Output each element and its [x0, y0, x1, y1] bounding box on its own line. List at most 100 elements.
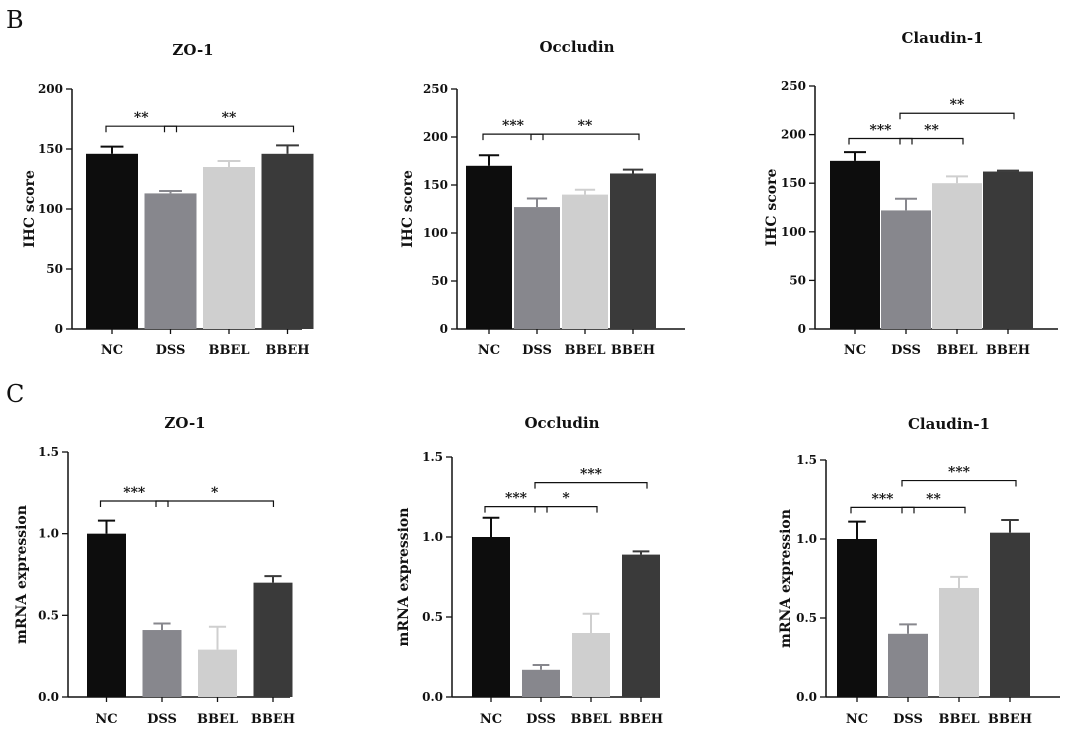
y-axis-label: IHC score: [400, 170, 416, 248]
bar-bbeh: [990, 532, 1030, 697]
category-label: BBEH: [611, 343, 655, 358]
y-tick-label: 50: [431, 274, 448, 288]
chart-title: Occludin: [539, 38, 614, 56]
y-tick-label: 150: [423, 178, 448, 192]
category-label: NC: [478, 343, 500, 358]
significance-label: ***: [870, 122, 893, 138]
y-tick-label: 1.0: [796, 532, 817, 546]
significance-label: ***: [505, 491, 528, 507]
y-axis-label: mRNA expression: [778, 509, 794, 648]
y-tick-label: 200: [423, 130, 448, 144]
chart-title: Occludin: [524, 414, 599, 432]
significance-bracket: [99, 500, 169, 507]
bar-bbel: [198, 649, 237, 697]
y-tick-label: 0.0: [796, 690, 817, 704]
category-label: BBEL: [938, 712, 979, 727]
y-tick-label: 0: [440, 322, 448, 336]
chart-1: ZO-1 IHC score 0 50 100 150 200 NC DSS BBEL BBEH **…: [22, 41, 314, 358]
bar-dss: [888, 633, 928, 697]
bar-bbel: [939, 587, 979, 697]
bar-bbeh: [261, 153, 314, 329]
chart-4: ZO-1 mRNA expression 0.0 0.5 1.0 1.5 NC DSS BBEL…: [14, 414, 295, 727]
bar-bbeh: [983, 171, 1033, 329]
category-label: DSS: [522, 343, 552, 358]
category-label: BBEH: [988, 712, 1032, 727]
significance-label: *: [211, 485, 219, 501]
y-axis-label: mRNA expression: [396, 508, 412, 647]
bar-dss: [514, 207, 560, 329]
significance-bracket: [899, 112, 1015, 120]
significance-bracket: [482, 133, 544, 141]
category-label: DSS: [891, 343, 921, 358]
y-tick-label: 200: [38, 82, 63, 96]
y-tick-label: 50: [46, 262, 63, 276]
bar-dss: [144, 193, 197, 329]
y-tick-label: 1.5: [796, 453, 817, 467]
category-label: DSS: [156, 343, 186, 358]
y-tick-label: 0.5: [38, 608, 59, 622]
chart-6: Claudin-1 mRNA expression 0.0 0.5 1.0 1.5 NC DS…: [778, 415, 1060, 727]
significance-bracket: [901, 506, 966, 514]
chart-2: Occludin IHC score 0 50 100 150 200 250 NC DSS BBE…: [400, 38, 685, 358]
category-label: BBEL: [208, 343, 249, 358]
category-label: NC: [844, 343, 866, 358]
y-tick-label: 1.0: [38, 527, 59, 541]
y-tick-label: 0: [55, 322, 63, 336]
bar-dss: [522, 669, 560, 697]
significance-label: **: [924, 122, 939, 138]
category-label: DSS: [893, 712, 923, 727]
y-tick-label: 200: [781, 128, 806, 142]
category-label: BBEL: [570, 712, 611, 727]
chart-title: Claudin-1: [901, 29, 983, 47]
y-tick-label: 250: [781, 79, 806, 93]
bar-nc: [87, 533, 126, 697]
significance-bracket: [530, 133, 640, 141]
bar-bbel: [572, 633, 610, 697]
category-label: DSS: [526, 712, 556, 727]
category-label: NC: [95, 712, 117, 727]
y-tick-label: 1.0: [422, 530, 443, 544]
significance-label: **: [134, 110, 149, 126]
bar-nc: [86, 153, 138, 329]
significance-label: **: [222, 110, 237, 126]
significance-bracket: [163, 125, 295, 133]
chart-title: ZO-1: [164, 414, 205, 432]
significance-label: **: [950, 97, 965, 113]
category-label: BBEL: [564, 343, 605, 358]
significance-bracket: [484, 506, 548, 513]
category-label: NC: [101, 343, 123, 358]
significance-bracket: [850, 506, 915, 514]
y-tick-label: 0.5: [796, 611, 817, 625]
y-tick-label: 0.5: [422, 610, 443, 624]
panel-letter-c: C: [6, 380, 24, 408]
category-label: DSS: [147, 712, 177, 727]
bar-nc: [830, 160, 880, 329]
category-label: BBEL: [197, 712, 238, 727]
significance-bracket: [534, 482, 648, 489]
panel-letter-b: B: [6, 6, 24, 34]
significance-label: *: [562, 491, 570, 507]
chart-3: Claudin-1 IHC score 0 50 100 150 200 250 NC DSS BB…: [764, 29, 1058, 358]
bar-nc: [466, 165, 512, 329]
bar-bbeh: [622, 554, 660, 697]
y-tick-label: 0.0: [422, 690, 443, 704]
y-tick-label: 0.0: [38, 690, 59, 704]
significance-bracket: [534, 506, 598, 513]
y-tick-label: 1.5: [38, 445, 59, 459]
significance-label: **: [578, 118, 593, 134]
bar-bbeh: [610, 173, 656, 329]
y-tick-label: 150: [38, 142, 63, 156]
category-label: BBEH: [986, 343, 1030, 358]
significance-label: ***: [948, 465, 971, 481]
significance-label: ***: [502, 118, 525, 134]
y-axis-label: mRNA expression: [14, 505, 30, 644]
significance-label: ***: [123, 485, 146, 501]
significance-bracket: [155, 500, 275, 507]
significance-bracket: [899, 137, 964, 145]
y-tick-label: 150: [781, 176, 806, 190]
bar-nc: [472, 537, 510, 697]
chart-5: Occludin mRNA expression 0.0 0.5 1.0 1.5 NC DSS…: [396, 414, 663, 727]
chart-title: ZO-1: [172, 41, 213, 59]
bar-nc: [837, 539, 877, 697]
